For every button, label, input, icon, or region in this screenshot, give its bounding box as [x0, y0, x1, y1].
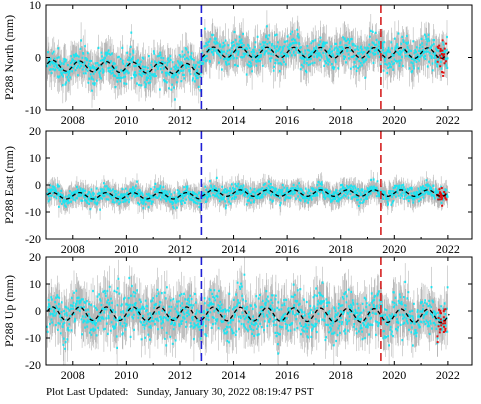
- y-tick-label-up--10: -10: [25, 331, 41, 345]
- x-tick-label-north-2014: 2014: [222, 113, 246, 127]
- x-tick-label-north-2016: 2016: [275, 113, 299, 127]
- panel-up: 2008 2010 2012 2014 2016 2018 2020 2022 -20 -10 0 1…: [2, 250, 473, 382]
- x-tick-label-up-2016: 2016: [275, 368, 299, 382]
- y-tick-label-up-10: 10: [29, 277, 41, 291]
- x-tick-label-up-2020: 2020: [382, 368, 406, 382]
- x-tick-label-up-2012: 2012: [168, 368, 192, 382]
- y-tick-label-up-20: 20: [29, 250, 41, 264]
- x-tick-label-north-2018: 2018: [329, 113, 353, 127]
- y-tick-label-east-20: 20: [29, 124, 41, 138]
- y-tick-label-up-0: 0: [35, 304, 41, 318]
- panel-east: 2008 2010 2012 2014 2016 2018 2020 2022 -20 -10 0 1…: [2, 124, 473, 256]
- x-tick-label-up-2014: 2014: [222, 368, 246, 382]
- x-tick-label-north-2008: 2008: [61, 113, 85, 127]
- outlier-points-up: [436, 308, 447, 344]
- x-tick-label-east-2022: 2022: [436, 242, 460, 256]
- plot-last-updated: Plot Last Updated: Sunday, January 30, 2…: [46, 386, 314, 398]
- x-tick-label-east-2018: 2018: [329, 242, 353, 256]
- y-tick-label-north-10: 10: [29, 0, 41, 12]
- x-tick-label-east-2012: 2012: [168, 242, 192, 256]
- x-tick-label-north-2010: 2010: [114, 113, 138, 127]
- x-tick-label-east-2010: 2010: [114, 242, 138, 256]
- x-tick-label-up-2022: 2022: [436, 368, 460, 382]
- x-tick-label-east-2014: 2014: [222, 242, 246, 256]
- y-axis-label-east: P288 East (mm): [2, 146, 16, 224]
- model-line-north: [46, 46, 450, 75]
- x-tick-label-north-2020: 2020: [382, 113, 406, 127]
- y-axis-label-up: P288 Up (mm): [2, 275, 16, 347]
- model-line-east: [46, 189, 450, 200]
- panel-north: 2008 2010 2012 2014 2016 2018 2020 2022 -10 0 10 P2…: [2, 0, 473, 127]
- y-axis-label-north: P288 North (mm): [2, 15, 16, 100]
- y-tick-label-up--20: -20: [25, 358, 41, 372]
- error-bars-up: [47, 257, 448, 365]
- x-tick-label-up-2010: 2010: [114, 368, 138, 382]
- data-points-up: [46, 273, 449, 355]
- x-tick-label-north-2012: 2012: [168, 113, 192, 127]
- x-tick-label-up-2018: 2018: [329, 368, 353, 382]
- y-tick-label-east-0: 0: [35, 178, 41, 192]
- y-tick-label-north-0: 0: [35, 51, 41, 65]
- x-tick-label-east-2008: 2008: [61, 242, 85, 256]
- model-line-up: [46, 306, 450, 324]
- x-tick-label-up-2008: 2008: [61, 368, 85, 382]
- x-tick-label-east-2016: 2016: [275, 242, 299, 256]
- data-points-north: [46, 25, 449, 101]
- y-tick-label-east--10: -10: [25, 205, 41, 219]
- x-tick-label-north-2022: 2022: [436, 113, 460, 127]
- x-tick-label-east-2020: 2020: [382, 242, 406, 256]
- y-tick-label-east--20: -20: [25, 232, 41, 246]
- y-tick-label-east-10: 10: [29, 151, 41, 165]
- y-tick-label-north--10: -10: [25, 103, 41, 117]
